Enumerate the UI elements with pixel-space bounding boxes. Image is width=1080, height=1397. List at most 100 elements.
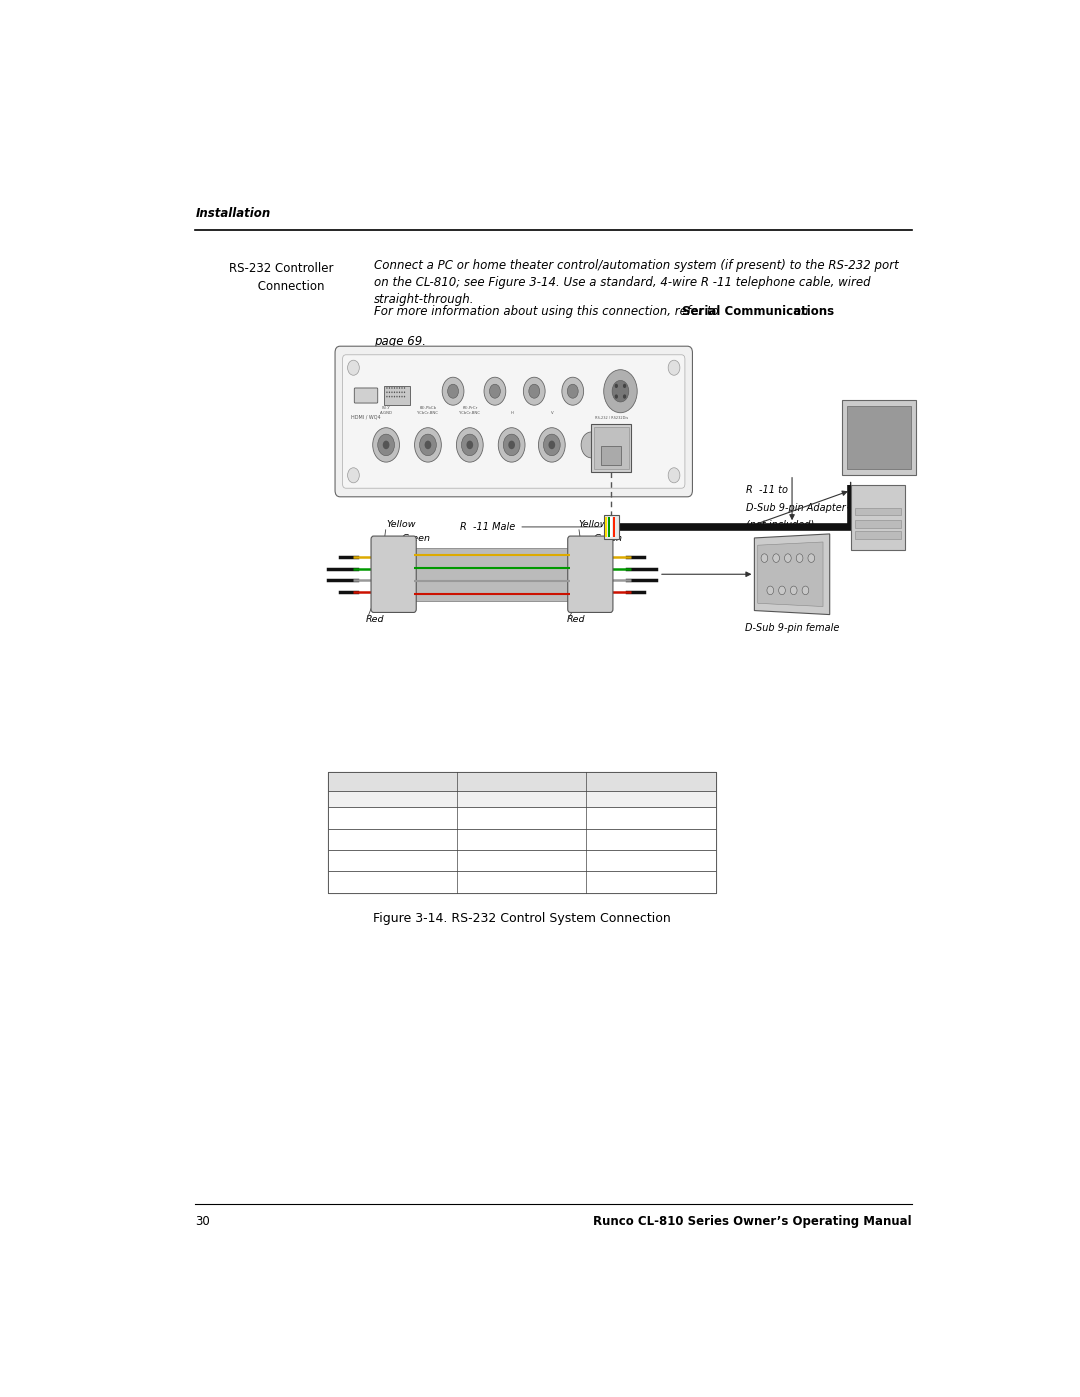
- Text: (not included): (not included): [746, 520, 814, 529]
- Text: Transmit Data: Transmit Data: [612, 813, 689, 823]
- Circle shape: [796, 553, 802, 563]
- Circle shape: [461, 434, 478, 455]
- Text: For more information about using this connection, refer to: For more information about using this co…: [374, 306, 723, 319]
- Text: Red: Red: [366, 615, 384, 624]
- Text: HDMI / WQ4: HDMI / WQ4: [351, 415, 381, 420]
- Circle shape: [391, 387, 393, 388]
- Text: 1, 4: 1, 4: [512, 855, 532, 866]
- Bar: [591, 425, 632, 472]
- Circle shape: [404, 387, 405, 388]
- Circle shape: [402, 391, 403, 393]
- Circle shape: [419, 434, 436, 455]
- Text: V: V: [551, 411, 553, 415]
- Circle shape: [391, 391, 393, 393]
- Text: Serial Communications: Serial Communications: [681, 306, 834, 319]
- Bar: [602, 446, 621, 465]
- Circle shape: [784, 553, 792, 563]
- Circle shape: [387, 395, 388, 398]
- Text: D-Sub 9-pin Adapter: D-Sub 9-pin Adapter: [746, 503, 846, 513]
- Circle shape: [808, 553, 814, 563]
- Text: Connect a PC or home theater control/automation system (if present) to the RS-23: Connect a PC or home theater control/aut…: [374, 258, 899, 306]
- Bar: [328, 773, 716, 791]
- Circle shape: [779, 587, 785, 595]
- Circle shape: [802, 587, 809, 595]
- Bar: [328, 872, 716, 893]
- Text: page 69.: page 69.: [374, 335, 426, 348]
- Text: Runco CL-810 Series Owner’s Operating Manual: Runco CL-810 Series Owner’s Operating Ma…: [593, 1215, 912, 1228]
- Bar: [610, 517, 612, 536]
- Bar: [604, 515, 619, 539]
- Circle shape: [509, 440, 515, 450]
- Text: --: --: [518, 877, 526, 887]
- Circle shape: [539, 427, 565, 462]
- Text: 2: 2: [518, 813, 525, 823]
- Text: 5: 5: [390, 855, 396, 866]
- Bar: [328, 849, 716, 872]
- Text: H: H: [510, 411, 513, 415]
- Text: Red: Red: [567, 615, 585, 624]
- Bar: [328, 773, 716, 893]
- Circle shape: [623, 384, 626, 388]
- Bar: [613, 517, 615, 536]
- FancyBboxPatch shape: [354, 388, 378, 404]
- Circle shape: [615, 384, 618, 388]
- Bar: [328, 807, 716, 828]
- Text: Not Connected: Not Connected: [610, 877, 691, 887]
- Circle shape: [615, 394, 618, 398]
- Text: Green: Green: [401, 534, 430, 543]
- Bar: [606, 517, 607, 536]
- Circle shape: [543, 434, 561, 455]
- Bar: [848, 407, 910, 469]
- Circle shape: [387, 391, 388, 393]
- Circle shape: [604, 370, 637, 412]
- Circle shape: [669, 468, 680, 483]
- Circle shape: [396, 391, 397, 393]
- Bar: [855, 521, 901, 528]
- Text: 4-pin RJ-11: 4-pin RJ-11: [492, 793, 552, 805]
- Circle shape: [562, 377, 583, 405]
- Circle shape: [415, 427, 442, 462]
- Circle shape: [394, 387, 395, 388]
- Circle shape: [378, 434, 394, 455]
- Circle shape: [498, 427, 525, 462]
- Circle shape: [394, 395, 395, 398]
- Text: Figure 3-14. RS-232 Control System Connection: Figure 3-14. RS-232 Control System Conne…: [374, 912, 671, 925]
- Circle shape: [612, 380, 629, 402]
- FancyBboxPatch shape: [383, 386, 410, 405]
- Circle shape: [773, 553, 780, 563]
- Text: 2: 2: [390, 813, 396, 823]
- Bar: [855, 507, 901, 515]
- FancyBboxPatch shape: [335, 346, 692, 497]
- Text: Black: Black: [378, 597, 404, 606]
- Polygon shape: [758, 542, 823, 606]
- Circle shape: [389, 395, 390, 398]
- Text: Ground: Ground: [631, 855, 672, 866]
- Text: Receive Data: Receive Data: [615, 834, 687, 844]
- Circle shape: [399, 391, 401, 393]
- Text: 30: 30: [195, 1215, 210, 1228]
- Text: Yellow: Yellow: [387, 520, 416, 529]
- Text: Yellow: Yellow: [579, 520, 608, 529]
- Circle shape: [442, 377, 464, 405]
- Circle shape: [396, 387, 397, 388]
- Circle shape: [348, 468, 360, 483]
- Text: 3: 3: [390, 834, 396, 844]
- FancyBboxPatch shape: [342, 355, 685, 488]
- Text: Black: Black: [575, 597, 600, 606]
- FancyBboxPatch shape: [568, 536, 613, 612]
- Bar: [414, 548, 570, 601]
- Text: Function: Function: [629, 793, 674, 805]
- Bar: [855, 531, 901, 539]
- Polygon shape: [754, 534, 829, 615]
- Text: D-Sub 9-pin female: D-Sub 9-pin female: [340, 793, 446, 805]
- Circle shape: [382, 440, 390, 450]
- Text: RS-232 Controller
     Connection: RS-232 Controller Connection: [229, 263, 334, 293]
- Bar: [328, 791, 716, 807]
- Circle shape: [484, 377, 505, 405]
- Circle shape: [404, 395, 405, 398]
- Bar: [328, 828, 716, 849]
- Circle shape: [387, 387, 388, 388]
- Bar: [842, 400, 916, 475]
- Text: RS-232 Adapter Wiring: RS-232 Adapter Wiring: [459, 777, 585, 787]
- Text: on: on: [791, 306, 809, 319]
